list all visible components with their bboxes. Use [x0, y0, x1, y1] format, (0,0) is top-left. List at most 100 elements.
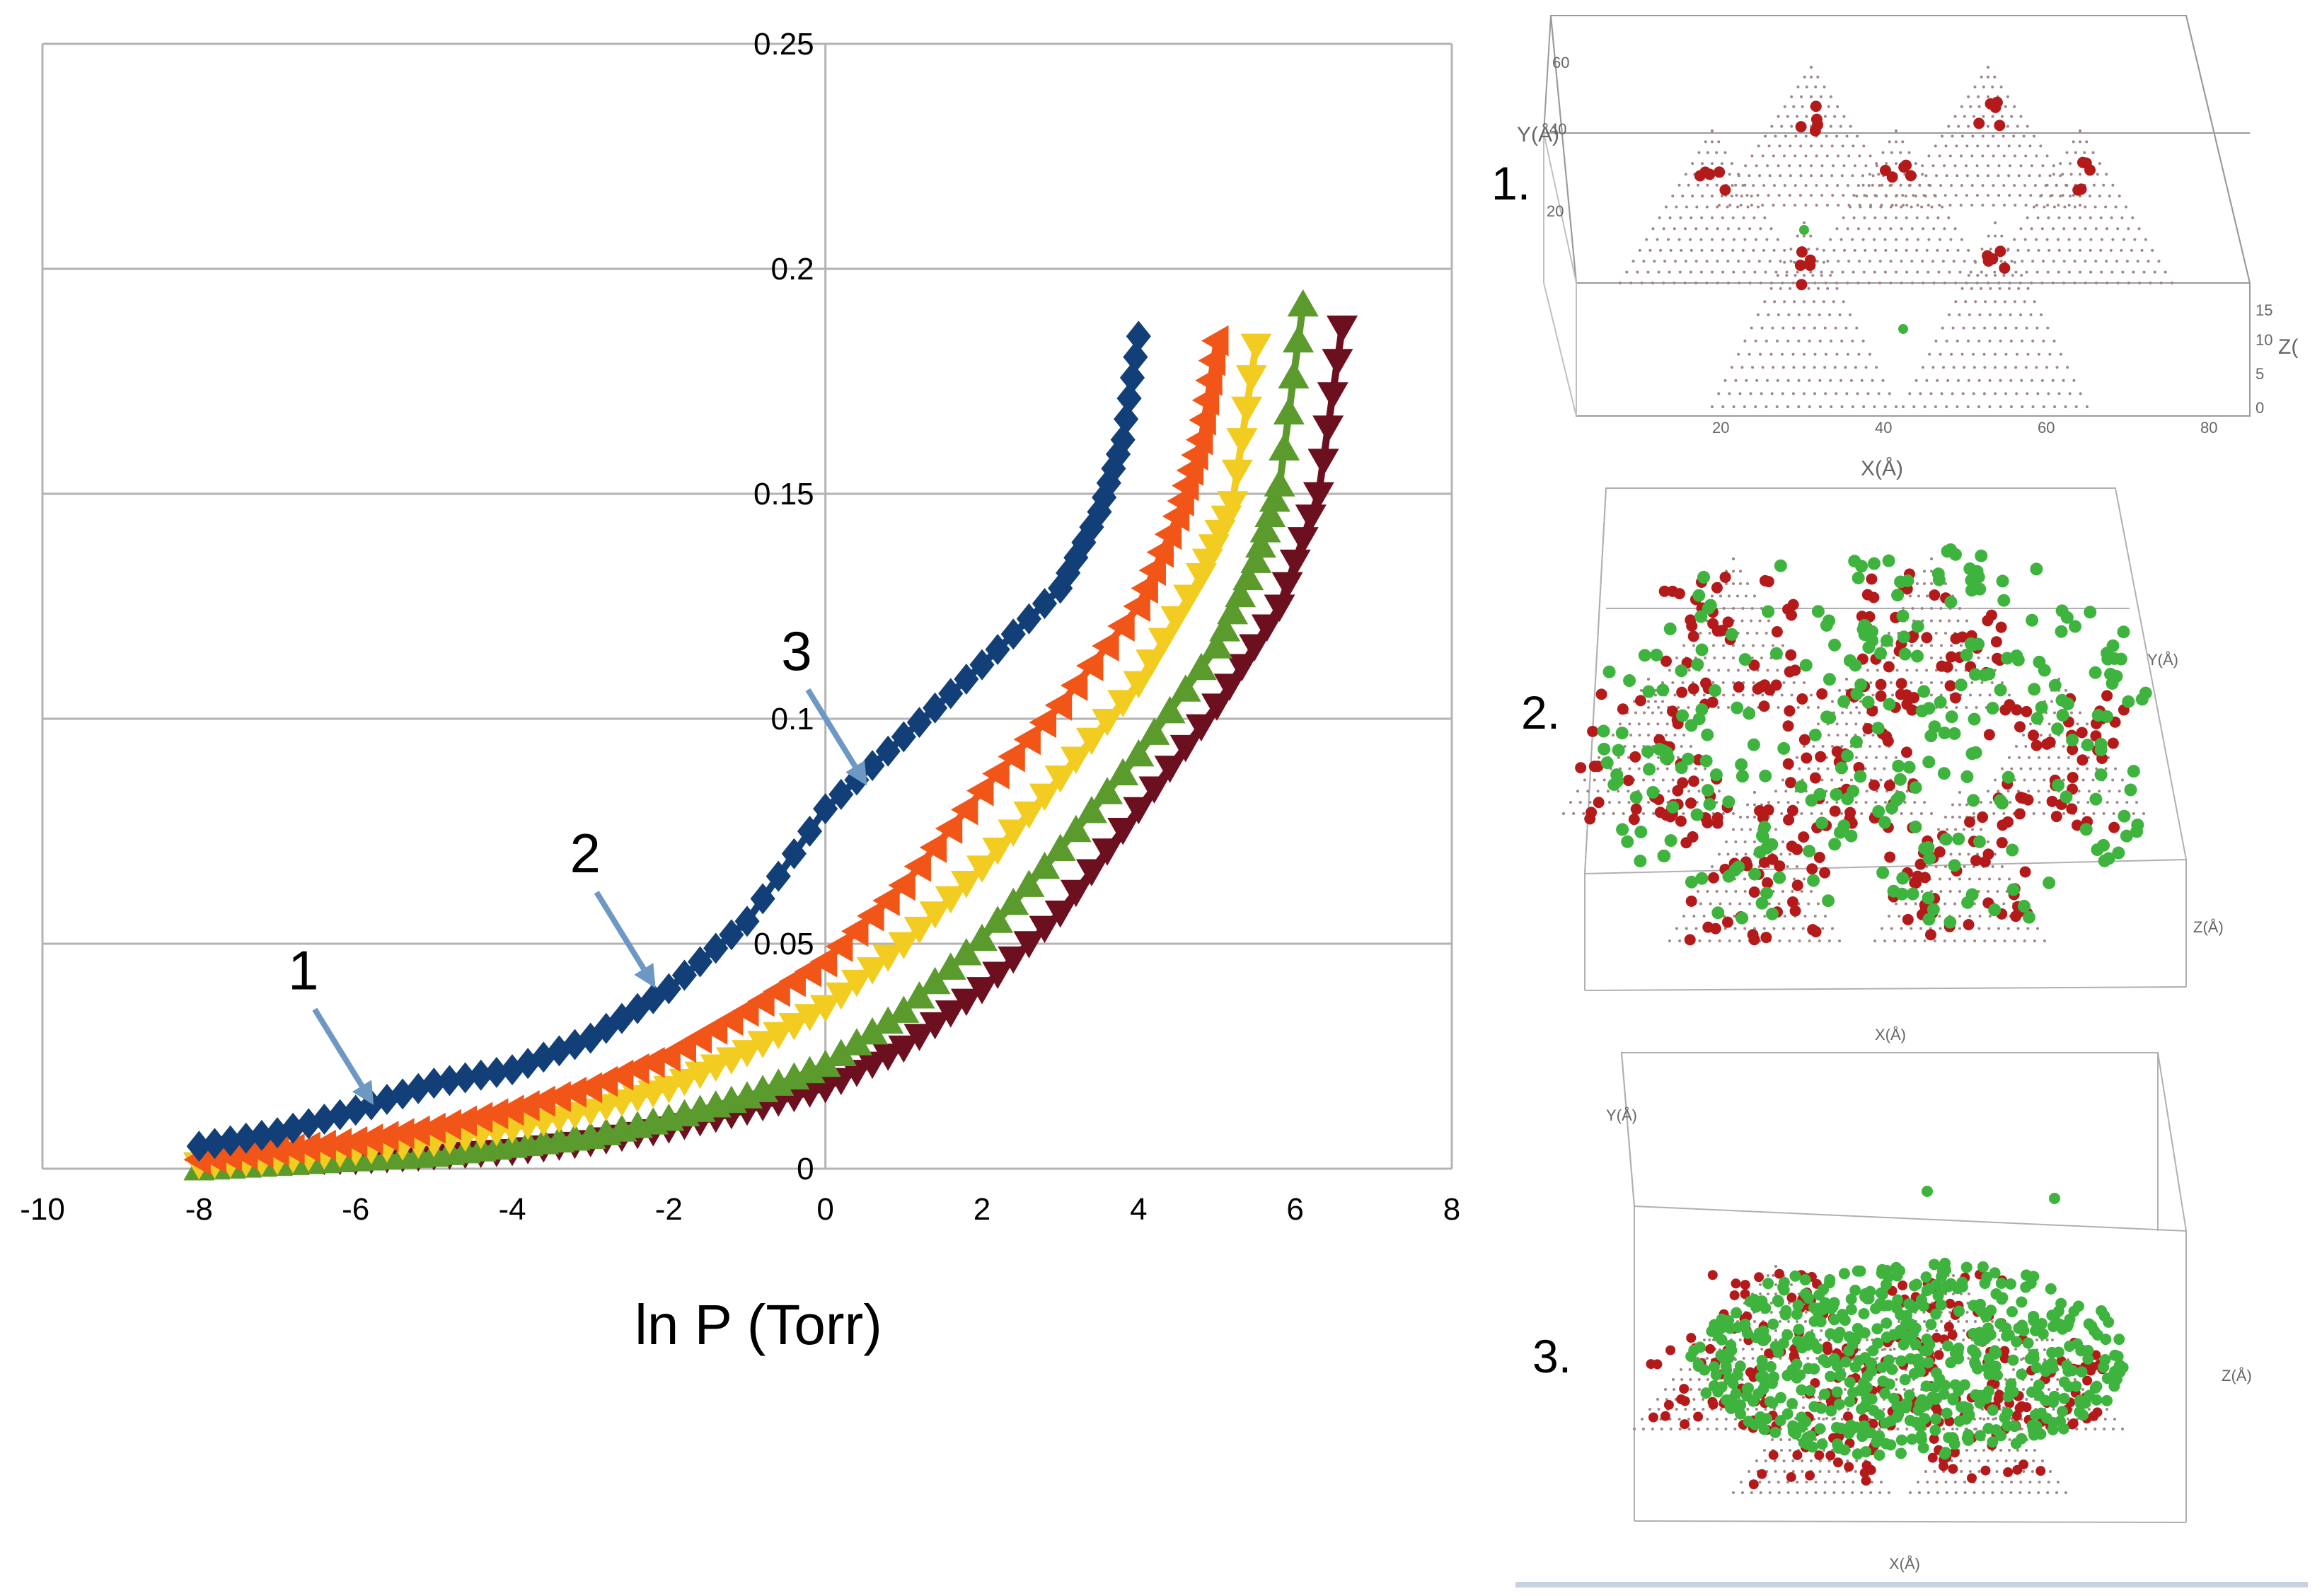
lattice-dot	[1826, 287, 1830, 290]
lattice-dot	[1825, 1417, 1828, 1420]
lattice-dot	[2002, 274, 2006, 277]
panel-3-y-axis-label: Y(Å)	[1606, 1106, 1637, 1124]
panel-3-adsorbate-cloud	[1633, 1186, 2129, 1494]
series-4-marker	[1123, 739, 1155, 767]
lattice-dot	[1789, 174, 1792, 178]
lattice-dot	[1797, 340, 1801, 343]
adsorbed-atom-green	[1709, 768, 1723, 782]
adsorbed-atom-red	[1702, 817, 1714, 829]
lattice-dot	[1878, 1428, 1881, 1430]
lattice-dot	[1741, 184, 1745, 187]
lattice-dot	[2094, 282, 2098, 284]
adsorbed-atom-green	[1634, 826, 1648, 839]
adsorbed-atom-red	[1687, 630, 1699, 642]
lattice-dot	[1743, 270, 1746, 274]
lattice-dot	[1808, 313, 1811, 316]
x-tick-label: -6	[342, 1192, 369, 1227]
lattice-dot	[1871, 378, 1874, 382]
lattice-dot	[1852, 144, 1855, 148]
lattice-dot	[1927, 154, 1931, 158]
lattice-dot	[1715, 890, 1719, 893]
adsorbed-atom-red	[2035, 1466, 2046, 1476]
lattice-dot	[1831, 194, 1835, 197]
lattice-dot	[1680, 1378, 1684, 1381]
adsorbed-atom-green	[1646, 785, 1660, 799]
series-4-marker	[1013, 869, 1045, 897]
lattice-dot	[1837, 260, 1840, 263]
lattice-dot	[1939, 657, 1943, 659]
adsorbed-atom-green	[1936, 1265, 1948, 1277]
adsorbed-atom-red	[1931, 1402, 1941, 1413]
series-5-marker	[841, 1060, 872, 1087]
lattice-dot	[1700, 248, 1704, 252]
series-4-marker	[1232, 562, 1264, 591]
lattice-dot	[1855, 756, 1858, 759]
lattice-dot	[1833, 1417, 1836, 1420]
lattice-dot	[2027, 790, 2031, 793]
adsorbed-atom-red	[1648, 1412, 1658, 1423]
adsorbed-atom-green	[1756, 1295, 1768, 1307]
lattice-dot	[1807, 902, 1810, 906]
lattice-dot	[1888, 915, 1890, 918]
adsorbed-atom-green	[1803, 845, 1816, 858]
lattice-dot	[1881, 378, 1885, 382]
lattice-dot	[1945, 174, 1948, 178]
lattice-dot	[1972, 366, 1976, 369]
lattice-dot	[2098, 790, 2101, 793]
adsorbed-atom-green	[2002, 770, 2015, 784]
lattice-dot	[1606, 790, 1610, 793]
series-3-marker	[888, 932, 920, 959]
adsorbed-atom-red	[1898, 161, 1910, 173]
series-1-marker	[343, 1094, 369, 1126]
adsorbed-atom-green	[1844, 829, 1858, 843]
adsorbed-atom-green	[1781, 1408, 1794, 1420]
lattice-dot	[1991, 1320, 1994, 1323]
adsorbed-atom-green	[2052, 778, 2065, 792]
lattice-dot	[1970, 287, 1973, 290]
lattice-dot	[1750, 619, 1752, 623]
adsorbed-atom-green	[1914, 1365, 1926, 1377]
adsorbed-atom-green	[2117, 625, 2130, 639]
lattice-dot	[2010, 1417, 2013, 1420]
adsorbed-atom-red	[1786, 1471, 1796, 1482]
series-4-line	[199, 304, 1307, 1172]
lattice-dot	[1736, 205, 1740, 209]
lattice-dot	[2028, 1481, 2032, 1484]
adsorbed-atom-red	[1829, 805, 1841, 817]
lattice-dot	[2092, 183, 2096, 187]
lattice-dot	[1814, 85, 1818, 88]
lattice-dot	[1711, 405, 1714, 408]
adsorbed-atom-green	[1769, 1340, 1781, 1352]
adsorbed-atom-green	[2035, 1318, 2047, 1330]
lattice-dot	[1771, 326, 1774, 330]
lattice-dot	[2093, 205, 2097, 209]
adsorbed-atom-green	[1734, 1360, 1746, 1372]
lattice-dot	[1739, 569, 1742, 573]
lattice-dot	[2116, 227, 2120, 231]
adsorbed-atom-green	[2112, 1351, 2124, 1363]
annotation-arrow	[594, 891, 656, 988]
lattice-dot	[1702, 915, 1706, 918]
lattice-dot	[1895, 1378, 1898, 1381]
lattice-dot	[1781, 644, 1784, 647]
panel-1-x-tick: 60	[2038, 419, 2055, 436]
adsorbed-atom-green	[1830, 788, 1843, 802]
lattice-dot	[1905, 204, 1909, 207]
adsorbed-atom-green	[1898, 1338, 1910, 1351]
adsorbed-atom-green	[2100, 1334, 2112, 1346]
lattice-dot	[1668, 216, 1672, 219]
lattice-dot	[1804, 184, 1808, 187]
lattice-dot	[1711, 270, 1714, 274]
lattice-dot	[2039, 144, 2043, 148]
lattice-dot	[1968, 877, 1971, 881]
adsorbed-atom-red	[2046, 795, 2058, 807]
adsorbed-atom-green	[2094, 768, 2108, 782]
adsorbed-atom-green	[1987, 1404, 1999, 1416]
lattice-dot	[1893, 1348, 1896, 1351]
adsorbed-atom-red	[1796, 246, 1808, 258]
lattice-dot	[1730, 162, 1733, 166]
adsorbed-atom-green	[2028, 683, 2041, 696]
lattice-dot	[1965, 282, 1968, 284]
lattice-dot	[1994, 352, 1997, 356]
lattice-dot	[2086, 722, 2089, 726]
